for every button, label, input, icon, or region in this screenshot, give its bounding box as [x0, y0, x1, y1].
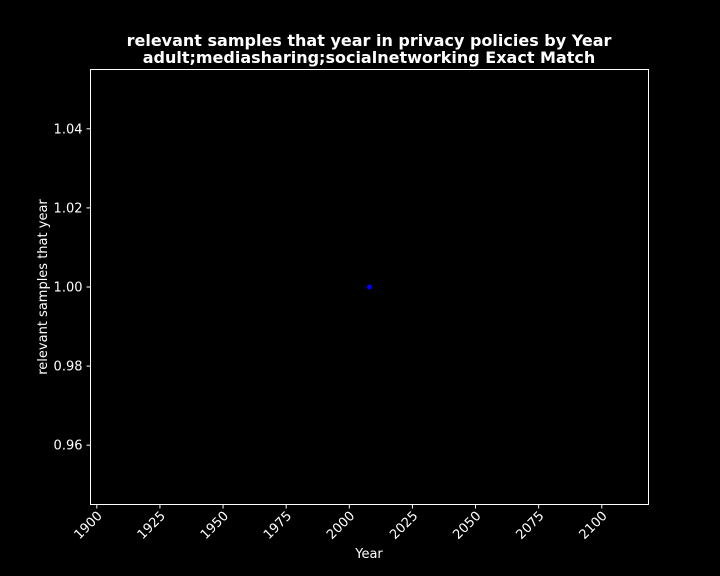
y-tick-label: 0.98 [54, 360, 83, 375]
y-tick-label: 1.02 [54, 201, 83, 216]
chart-subtitle: adult;mediasharing;socialnetworking Exac… [143, 48, 596, 67]
y-tick-label: 1.04 [54, 122, 83, 137]
data-points [367, 284, 372, 290]
y-tick-label: 1.00 [54, 281, 83, 296]
y-tick-label: 0.96 [54, 439, 83, 454]
x-axis-label: Year [354, 547, 383, 562]
chart-title: relevant samples that year in privacy po… [127, 31, 612, 50]
data-point [367, 284, 372, 290]
y-axis-label: relevant samples that year [36, 199, 51, 375]
y-axis-ticks: 0.96 0.98 1.00 1.02 1.04 [54, 122, 91, 454]
